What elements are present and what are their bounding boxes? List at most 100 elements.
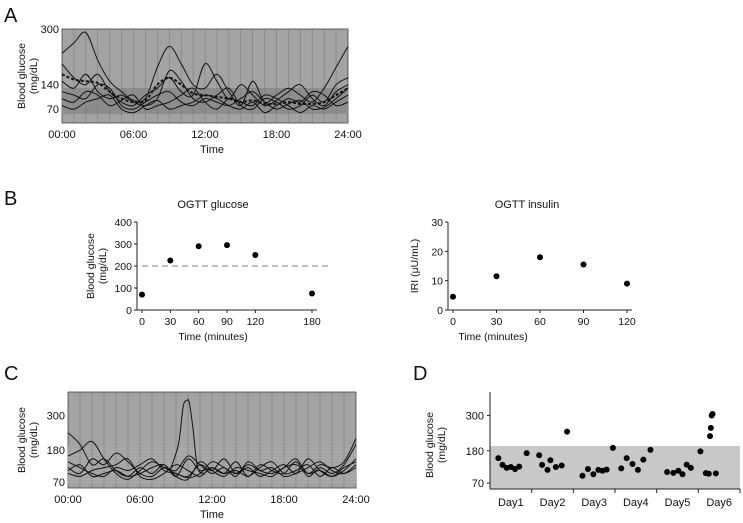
panel-a-xtick: 06:00: [120, 129, 148, 141]
panel-d-data-point: [687, 464, 694, 471]
panel-d-data-point: [640, 456, 647, 463]
panel-d-category-label: Day5: [665, 497, 691, 509]
panel-d-data-point: [564, 428, 571, 435]
panel-d-data-point: [539, 461, 546, 468]
panel-b1-xtick: 60: [193, 316, 205, 328]
panel-c-xtick: 18:00: [270, 494, 298, 506]
panel-b2-ytick: 10: [431, 276, 443, 288]
panel-c-ylabel-line1: Blood glucose: [16, 407, 28, 473]
panel-d-data-point: [579, 472, 586, 479]
panel-c-xtick: 00:00: [54, 494, 82, 506]
panel-d-data-point: [634, 466, 641, 473]
panel-d-data-point: [523, 450, 530, 457]
panel-b1-ytick: 400: [114, 217, 132, 229]
panel-a-xtick: 00:00: [48, 129, 76, 141]
panel-d-data-point: [623, 455, 630, 462]
panel-c-xlabel: Time: [200, 509, 224, 521]
panel-c-series-day6: [67, 458, 357, 481]
panel-b2-xtick: 90: [578, 316, 590, 328]
panel-d-data-point: [709, 411, 716, 418]
panel-b2-data-point: [537, 254, 543, 261]
panel-d-data-point: [590, 471, 597, 478]
panel-b2-xtick: 0: [450, 316, 456, 328]
panel-d-data-point: [558, 462, 565, 469]
panel-b1-xtick: 120: [247, 316, 265, 328]
panel-d-data-point: [675, 467, 682, 474]
panel-d-category-label: Day6: [706, 497, 732, 509]
panel-b1-ytick: 300: [114, 239, 132, 251]
panel-a-ytick: 70: [47, 104, 59, 116]
panel-a-ylabel-line1: Blood glucose: [16, 43, 28, 109]
panel-d-ytick: 180: [466, 446, 484, 458]
panel-d-data-point: [683, 461, 690, 468]
panel-d-ylabel-line2: (mg/dL): [436, 427, 448, 463]
panel-b2-xtick: 60: [534, 316, 546, 328]
panel-b1-xtick: 30: [164, 316, 176, 328]
panel-b2-xtick: 120: [618, 316, 636, 328]
panel-d-data-point: [679, 471, 686, 478]
panel-d-data-point: [670, 469, 677, 476]
panel-a-xtick: 24:00: [334, 129, 362, 141]
panel-b2-data-point: [624, 280, 630, 287]
panel-b2-ytick: 30: [431, 217, 443, 229]
panel-d-data-point: [705, 470, 712, 477]
panel-b1-ytick: 100: [114, 283, 132, 295]
panel-b1-xtick: 180: [303, 316, 321, 328]
panel-c-xtick: 06:00: [126, 494, 154, 506]
panel-b1-xtick: 90: [221, 316, 233, 328]
panel-c-xtick: 24:00: [342, 494, 370, 506]
panel-d-data-point: [609, 444, 616, 451]
panel-d-data-point: [499, 461, 506, 468]
panel-a-ytick: 140: [41, 80, 59, 92]
panel-label-d: D: [413, 363, 427, 385]
panel-c-ytick: 70: [53, 477, 65, 489]
panel-a-xlabel: Time: [200, 144, 224, 156]
panel-label-b: B: [4, 188, 17, 210]
panel-c-xtick: 12:00: [198, 494, 226, 506]
panel-d-category-label: Day4: [623, 497, 649, 509]
panel-a-series-day5: [61, 87, 349, 114]
panel-b2-xtick: 30: [491, 316, 503, 328]
panel-c-ytick: 300: [47, 410, 65, 422]
panel-label-a: A: [4, 5, 18, 27]
panel-d-data-point: [629, 461, 636, 468]
panel-a-series-day1: [61, 31, 349, 107]
panel-b1-xlabel: Time (minutes): [178, 331, 248, 343]
panel-label-c: C: [4, 363, 18, 385]
panel-a-series-day4: [61, 83, 349, 111]
panel-d-ytick: 70: [472, 478, 484, 490]
panel-d-data-point: [647, 446, 654, 453]
panel-a-ytick: 300: [41, 24, 59, 36]
panel-d-data-point: [536, 452, 543, 459]
panel-a-xtick: 12:00: [191, 129, 219, 141]
panel-d-category-label: Day1: [498, 497, 524, 509]
panel-d-daily-glucose-chart: 70 180 300 Day1 Day2 Day3 Day4 Day5 Day6 Blood g…: [424, 392, 741, 509]
panel-b1-title: OGTT glucose: [177, 199, 248, 211]
panel-c-ytick: 180: [47, 445, 65, 457]
panel-d-ylabel-line1: Blood glucose: [424, 412, 436, 478]
panel-b1-ytick: 0: [126, 305, 132, 317]
panel-a-cgm-chart: Blood glucose (mg/dL) 70 140 300 00:00 06:0…: [16, 24, 362, 156]
panel-a-xtick: 18:00: [263, 129, 291, 141]
panel-b2-data-point: [580, 261, 587, 268]
panel-c-series-spike: [169, 399, 206, 474]
panel-a-series-mean: [61, 73, 349, 106]
panel-b1-data-point: [252, 252, 259, 258]
panel-c-series-day4: [67, 458, 357, 481]
panel-d-category-label: Day2: [540, 497, 566, 509]
panel-b1-ytick: 200: [114, 261, 132, 273]
panel-d-category-label: Day3: [581, 497, 607, 509]
panel-c-cgm-chart: Blood glucose (mg/dL) 70 180 300 00:00 06:0…: [16, 391, 370, 521]
panel-b1-data-point: [167, 257, 174, 264]
panel-b2-xlabel: Time (minutes): [458, 331, 528, 343]
panel-c-series-day5: [67, 458, 357, 479]
panel-d-data-point: [547, 457, 554, 464]
panel-d-data-point: [618, 465, 625, 472]
panel-d-data-point: [552, 463, 559, 470]
panel-d-data-point: [697, 448, 704, 455]
panel-d-data-point: [707, 433, 713, 440]
panel-b2-ytick: 20: [431, 246, 443, 258]
panel-b1-ylabel-line2: (mg/dL): [97, 248, 109, 284]
panel-b1-ylabel-line1: Blood glucose: [85, 233, 97, 299]
